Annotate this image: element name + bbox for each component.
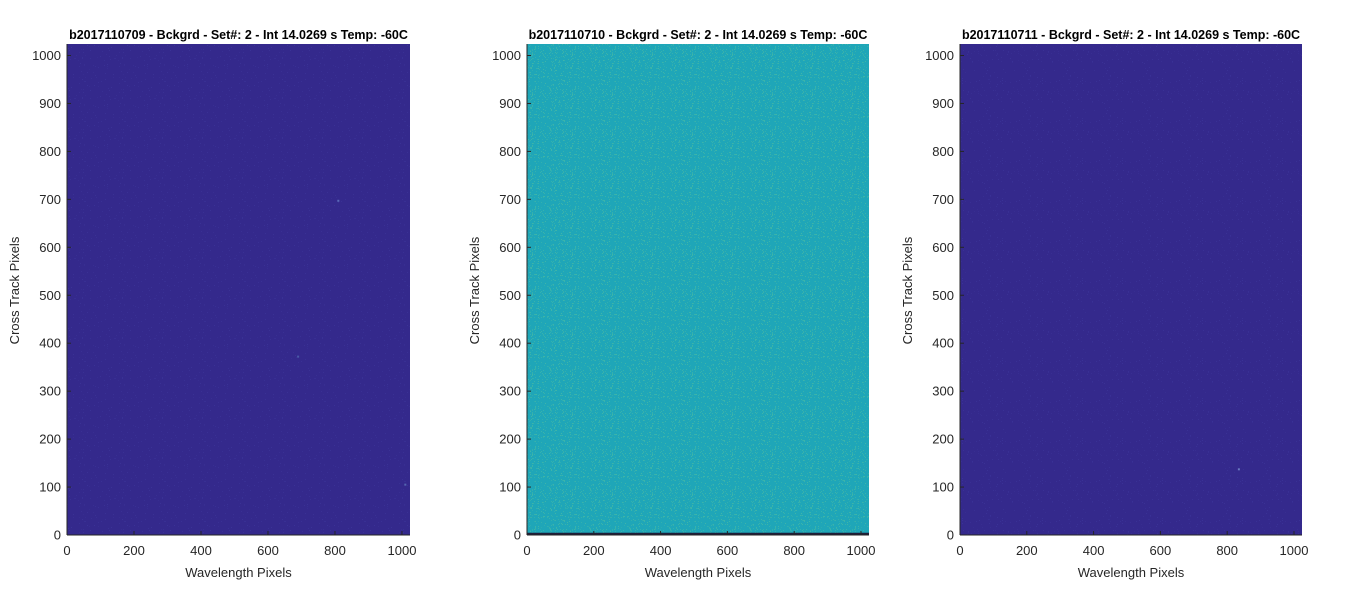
chart-title: b2017110710 - Bckgrd - Set#: 2 - Int 14.… [529, 28, 868, 42]
y-tick-label: 600 [39, 240, 61, 255]
y-axis-label: Cross Track Pixels [900, 236, 915, 344]
y-tick-label: 400 [39, 336, 61, 351]
x-tick-label: 600 [1150, 543, 1172, 558]
x-tick-label: 400 [190, 543, 212, 558]
y-tick-label: 500 [499, 288, 521, 303]
chart-title: b2017110711 - Bckgrd - Set#: 2 - Int 14.… [962, 28, 1300, 42]
y-tick-label: 100 [499, 480, 521, 495]
y-tick-label: 700 [39, 192, 61, 207]
x-tick-label: 0 [63, 543, 70, 558]
y-tick-label: 1000 [925, 48, 954, 63]
x-axis-label: Wavelength Pixels [185, 565, 292, 580]
x-tick-label: 0 [523, 543, 530, 558]
heatmap-image [67, 44, 410, 535]
x-tick-label: 400 [1083, 543, 1105, 558]
x-tick-label: 0 [956, 543, 963, 558]
y-tick-label: 0 [947, 528, 954, 543]
y-tick-label: 300 [39, 384, 61, 399]
heatmap-image [960, 44, 1302, 535]
x-tick-label: 800 [783, 543, 805, 558]
y-axis-label: Cross Track Pixels [467, 236, 482, 344]
y-tick-label: 500 [932, 288, 954, 303]
x-tick-label: 1000 [388, 543, 417, 558]
x-tick-label: 200 [583, 543, 605, 558]
x-axis-label: Wavelength Pixels [1078, 565, 1185, 580]
y-tick-label: 800 [932, 144, 954, 159]
y-tick-label: 900 [932, 96, 954, 111]
x-tick-label: 1000 [1280, 543, 1309, 558]
y-tick-label: 800 [39, 144, 61, 159]
y-tick-label: 600 [499, 240, 521, 255]
y-tick-label: 400 [499, 336, 521, 351]
y-tick-label: 200 [499, 432, 521, 447]
y-tick-label: 100 [932, 480, 954, 495]
y-tick-label: 900 [39, 96, 61, 111]
outlier-pixel [337, 199, 340, 202]
chart-panel-2: 0 100 200 300 400 500 600 700 800 900 1000 0 200 400 6… [467, 28, 875, 580]
chart-panel-1: 0 100 200 300 400 500 600 700 800 900 1000 0 200 400 6… [7, 28, 416, 580]
heatmap-image [527, 44, 869, 535]
y-tick-label: 500 [39, 288, 61, 303]
outlier-pixel [404, 483, 407, 486]
outlier-pixel [1237, 468, 1240, 471]
x-tick-label: 600 [717, 543, 739, 558]
y-tick-label: 200 [39, 432, 61, 447]
y-tick-label: 700 [499, 192, 521, 207]
y-tick-label: 0 [514, 528, 521, 543]
x-tick-label: 200 [1016, 543, 1038, 558]
y-tick-label: 1000 [492, 48, 521, 63]
y-tick-label: 400 [932, 336, 954, 351]
y-tick-label: 800 [499, 144, 521, 159]
y-tick-label: 300 [932, 384, 954, 399]
y-tick-label: 1000 [32, 48, 61, 63]
x-tick-label: 800 [1216, 543, 1238, 558]
x-tick-label: 400 [650, 543, 672, 558]
outlier-pixel [297, 355, 300, 358]
y-tick-label: 300 [499, 384, 521, 399]
x-axis-label: Wavelength Pixels [645, 565, 752, 580]
y-tick-label: 200 [932, 432, 954, 447]
y-tick-label: 0 [54, 528, 61, 543]
x-tick-label: 800 [324, 543, 346, 558]
y-tick-label: 600 [932, 240, 954, 255]
y-tick-label: 900 [499, 96, 521, 111]
x-tick-label: 600 [257, 543, 279, 558]
chart-title: b2017110709 - Bckgrd - Set#: 2 - Int 14.… [69, 28, 408, 42]
y-tick-label: 700 [932, 192, 954, 207]
x-tick-label: 1000 [847, 543, 876, 558]
x-tick-label: 200 [123, 543, 145, 558]
chart-panel-3: 0 100 200 300 400 500 600 700 800 900 1000 0 200 400 6… [900, 28, 1308, 580]
y-tick-label: 100 [39, 480, 61, 495]
y-axis-label: Cross Track Pixels [7, 236, 22, 344]
